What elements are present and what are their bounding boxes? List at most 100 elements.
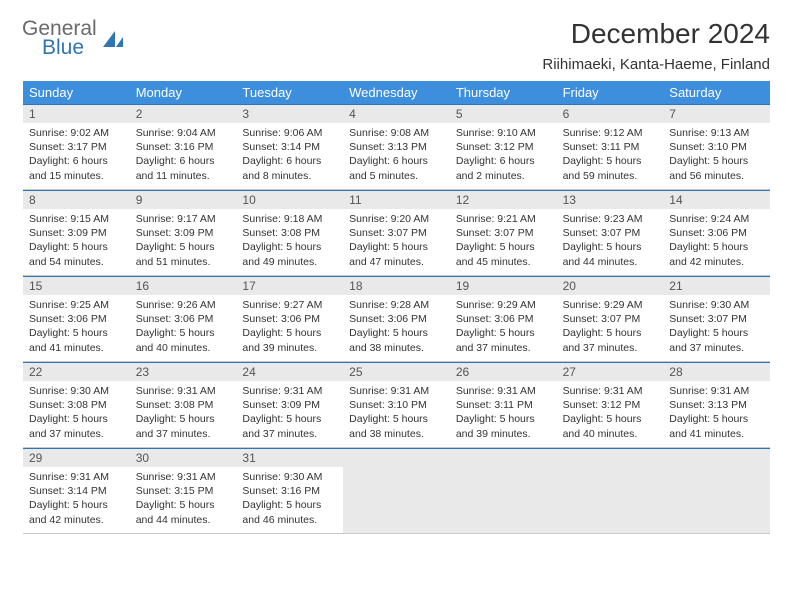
- blank-cell: [557, 448, 664, 534]
- day-number: 10: [236, 191, 343, 209]
- day-info: Sunrise: 9:04 AMSunset: 3:16 PMDaylight:…: [130, 123, 237, 189]
- day-info: Sunrise: 9:31 AMSunset: 3:15 PMDaylight:…: [130, 467, 237, 533]
- day-cell: 24Sunrise: 9:31 AMSunset: 3:09 PMDayligh…: [236, 362, 343, 448]
- daylight: Daylight: 6 hours and 15 minutes.: [29, 154, 124, 182]
- day-cell: 11Sunrise: 9:20 AMSunset: 3:07 PMDayligh…: [343, 190, 450, 276]
- sunset: Sunset: 3:06 PM: [29, 312, 124, 326]
- day-info: Sunrise: 9:10 AMSunset: 3:12 PMDaylight:…: [450, 123, 557, 189]
- daylight: Daylight: 5 hours and 40 minutes.: [563, 412, 658, 440]
- day-info: Sunrise: 9:30 AMSunset: 3:07 PMDaylight:…: [663, 295, 770, 361]
- sunset: Sunset: 3:06 PM: [242, 312, 337, 326]
- logo-blue: Blue: [42, 37, 97, 58]
- daylight: Daylight: 5 hours and 37 minutes.: [242, 412, 337, 440]
- day-cell: 23Sunrise: 9:31 AMSunset: 3:08 PMDayligh…: [130, 362, 237, 448]
- logo-sail-icon: [101, 29, 125, 49]
- daylight: Daylight: 6 hours and 8 minutes.: [242, 154, 337, 182]
- day-number: 14: [663, 191, 770, 209]
- sunset: Sunset: 3:11 PM: [456, 398, 551, 412]
- blank-cell: [663, 448, 770, 534]
- day-cell: 16Sunrise: 9:26 AMSunset: 3:06 PMDayligh…: [130, 276, 237, 362]
- day-number: 1: [23, 105, 130, 123]
- day-number: 22: [23, 363, 130, 381]
- sunrise: Sunrise: 9:29 AM: [563, 298, 658, 312]
- day-number: 8: [23, 191, 130, 209]
- blank-cell: [343, 448, 450, 534]
- day-number: 19: [450, 277, 557, 295]
- daylight: Daylight: 5 hours and 42 minutes.: [29, 498, 124, 526]
- day-number: 30: [130, 449, 237, 467]
- day-cell: 15Sunrise: 9:25 AMSunset: 3:06 PMDayligh…: [23, 276, 130, 362]
- day-number: 23: [130, 363, 237, 381]
- daylight: Daylight: 5 hours and 37 minutes.: [669, 326, 764, 354]
- weekday-header: Wednesday: [343, 81, 450, 104]
- sunrise: Sunrise: 9:29 AM: [456, 298, 551, 312]
- day-cell: 13Sunrise: 9:23 AMSunset: 3:07 PMDayligh…: [557, 190, 664, 276]
- daylight: Daylight: 5 hours and 37 minutes.: [563, 326, 658, 354]
- sunrise: Sunrise: 9:08 AM: [349, 126, 444, 140]
- sunrise: Sunrise: 9:31 AM: [349, 384, 444, 398]
- day-cell: 4Sunrise: 9:08 AMSunset: 3:13 PMDaylight…: [343, 104, 450, 190]
- sunset: Sunset: 3:13 PM: [669, 398, 764, 412]
- day-cell: 10Sunrise: 9:18 AMSunset: 3:08 PMDayligh…: [236, 190, 343, 276]
- daylight: Daylight: 5 hours and 49 minutes.: [242, 240, 337, 268]
- sunset: Sunset: 3:07 PM: [563, 312, 658, 326]
- daylight: Daylight: 5 hours and 44 minutes.: [136, 498, 231, 526]
- day-info: Sunrise: 9:29 AMSunset: 3:06 PMDaylight:…: [450, 295, 557, 361]
- daylight: Daylight: 5 hours and 42 minutes.: [669, 240, 764, 268]
- daylight: Daylight: 5 hours and 45 minutes.: [456, 240, 551, 268]
- day-cell: 22Sunrise: 9:30 AMSunset: 3:08 PMDayligh…: [23, 362, 130, 448]
- day-cell: 27Sunrise: 9:31 AMSunset: 3:12 PMDayligh…: [557, 362, 664, 448]
- sunrise: Sunrise: 9:31 AM: [242, 384, 337, 398]
- day-info: Sunrise: 9:30 AMSunset: 3:08 PMDaylight:…: [23, 381, 130, 447]
- day-info: Sunrise: 9:15 AMSunset: 3:09 PMDaylight:…: [23, 209, 130, 275]
- weekday-header: Thursday: [450, 81, 557, 104]
- day-info: Sunrise: 9:21 AMSunset: 3:07 PMDaylight:…: [450, 209, 557, 275]
- day-info: Sunrise: 9:31 AMSunset: 3:10 PMDaylight:…: [343, 381, 450, 447]
- day-cell: 31Sunrise: 9:30 AMSunset: 3:16 PMDayligh…: [236, 448, 343, 534]
- sunset: Sunset: 3:06 PM: [456, 312, 551, 326]
- header: General Blue December 2024 Riihimaeki, K…: [22, 18, 770, 73]
- title-block: December 2024 Riihimaeki, Kanta-Haeme, F…: [542, 18, 770, 73]
- weekday-header: Sunday: [23, 81, 130, 104]
- day-cell: 2Sunrise: 9:04 AMSunset: 3:16 PMDaylight…: [130, 104, 237, 190]
- sunset: Sunset: 3:07 PM: [349, 226, 444, 240]
- weekday-header: Tuesday: [236, 81, 343, 104]
- sunset: Sunset: 3:08 PM: [136, 398, 231, 412]
- sunrise: Sunrise: 9:20 AM: [349, 212, 444, 226]
- daylight: Daylight: 5 hours and 37 minutes.: [29, 412, 124, 440]
- day-info: Sunrise: 9:20 AMSunset: 3:07 PMDaylight:…: [343, 209, 450, 275]
- weekday-header: Monday: [130, 81, 237, 104]
- sunrise: Sunrise: 9:24 AM: [669, 212, 764, 226]
- weekday-header: Friday: [557, 81, 664, 104]
- day-cell: 14Sunrise: 9:24 AMSunset: 3:06 PMDayligh…: [663, 190, 770, 276]
- day-number: 11: [343, 191, 450, 209]
- sunrise: Sunrise: 9:18 AM: [242, 212, 337, 226]
- day-cell: 5Sunrise: 9:10 AMSunset: 3:12 PMDaylight…: [450, 104, 557, 190]
- day-number: 2: [130, 105, 237, 123]
- daylight: Daylight: 5 hours and 41 minutes.: [29, 326, 124, 354]
- day-cell: 28Sunrise: 9:31 AMSunset: 3:13 PMDayligh…: [663, 362, 770, 448]
- sunset: Sunset: 3:07 PM: [563, 226, 658, 240]
- day-info: Sunrise: 9:17 AMSunset: 3:09 PMDaylight:…: [130, 209, 237, 275]
- sunset: Sunset: 3:12 PM: [563, 398, 658, 412]
- day-info: Sunrise: 9:29 AMSunset: 3:07 PMDaylight:…: [557, 295, 664, 361]
- sunrise: Sunrise: 9:12 AM: [563, 126, 658, 140]
- sunrise: Sunrise: 9:27 AM: [242, 298, 337, 312]
- daylight: Daylight: 5 hours and 38 minutes.: [349, 412, 444, 440]
- sunrise: Sunrise: 9:13 AM: [669, 126, 764, 140]
- daylight: Daylight: 5 hours and 39 minutes.: [456, 412, 551, 440]
- sunset: Sunset: 3:17 PM: [29, 140, 124, 154]
- sunset: Sunset: 3:09 PM: [136, 226, 231, 240]
- sunset: Sunset: 3:09 PM: [29, 226, 124, 240]
- daylight: Daylight: 5 hours and 39 minutes.: [242, 326, 337, 354]
- day-number: 17: [236, 277, 343, 295]
- daylight: Daylight: 5 hours and 51 minutes.: [136, 240, 231, 268]
- sunset: Sunset: 3:15 PM: [136, 484, 231, 498]
- day-number: 31: [236, 449, 343, 467]
- day-number: 21: [663, 277, 770, 295]
- sunset: Sunset: 3:06 PM: [349, 312, 444, 326]
- day-cell: 3Sunrise: 9:06 AMSunset: 3:14 PMDaylight…: [236, 104, 343, 190]
- sunrise: Sunrise: 9:31 AM: [29, 470, 124, 484]
- sunrise: Sunrise: 9:31 AM: [563, 384, 658, 398]
- sunset: Sunset: 3:14 PM: [29, 484, 124, 498]
